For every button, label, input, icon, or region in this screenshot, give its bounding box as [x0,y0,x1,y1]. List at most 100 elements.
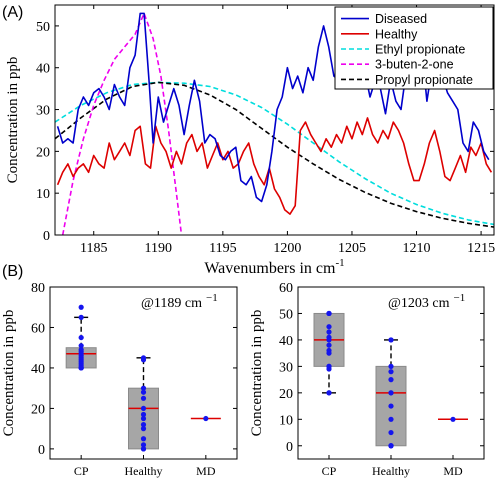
b2-box-md [438,416,468,422]
panel-b1-annotation-exponent: −1 [206,292,218,304]
legend-label-healthy: Healthy [375,27,418,41]
b1-y-tick-label: 20 [31,402,45,417]
b1-y-tick-label: 80 [31,281,45,296]
panel-a-y-tick-label: 20 [36,145,50,160]
b2-box-healthy [375,337,407,449]
panel-a-y-tick-label: 40 [36,62,50,77]
panel-a-x-tick-label: 1215 [467,241,495,256]
legend-label-3-buten-2-one: 3-buten-2-one [375,58,454,72]
panel-b2-annotation: @1203 cm −1 [388,292,465,311]
series-line-propyl-propionate [55,81,494,228]
b2-y-tick-label: 20 [279,387,293,402]
panel-a-legend-box [334,6,494,90]
b2-y-tick-label: 50 [279,307,293,322]
data-point [388,377,394,383]
panel-a-axes-frame [54,4,495,236]
b2-x-tick-label-cp: CP [322,464,337,478]
b1-box-md [190,415,221,422]
b2-y-tick-label: 60 [279,281,293,296]
data-point [78,365,84,371]
data-point [326,390,332,396]
panel-a-x-tick-label: 1205 [338,241,366,256]
data-point [78,314,84,320]
panel-b2-ticks: 0 10 20 30 40 50 60 CP Healthy MD [279,281,484,478]
series-line-healthy [56,117,493,215]
panel-b1-boxes [65,304,221,452]
data-point [78,304,84,310]
data-point [140,436,147,442]
panel-a-line-chart: 1185 1190 1195 1200 1205 1210 121501020304050 … [5,4,495,277]
panel-a-x-tick-label: 1185 [80,241,107,256]
panel-a-y-tick-label: 0 [43,229,50,244]
panel-b1-y-axis-label: Concentration in ppb [1,310,17,437]
data-point [326,310,332,317]
data-point [388,403,394,409]
data-point [140,426,147,432]
data-point [140,415,147,422]
b2-box-cp [313,310,345,396]
data-point [388,443,394,449]
panel-a-y-axis-label: Concentration in ppb [5,57,21,184]
data-point [326,350,332,356]
panel-a-y-tick-label: 10 [36,187,50,202]
b2-y-tick-label: 0 [286,440,293,455]
panel-b1-annotation: @1189 cm −1 [141,292,218,311]
data-point [140,405,147,412]
panel-label-a: (A) [2,4,23,21]
legend-label-propyl-propionate: Propyl propionate [375,73,473,87]
b1-x-tick-label-md: MD [196,464,216,478]
data-point [388,429,394,436]
panel-b1-axes-frame [49,286,238,460]
panel-b-boxplot-1203: 0 10 20 30 40 50 60 CP Healthy MD Concentration i… [249,281,485,478]
panel-a-x-tick-label: 1190 [145,241,172,256]
data-point [450,416,456,422]
panel-a-x-axis-label-text: Wavenumbers in cm [204,260,336,277]
panel-b2-annotation-exponent: −1 [454,292,466,304]
panel-a-ticks: 1185 1190 1195 1200 1205 1210 1215 0 10 20 30 40 50 [36,5,495,256]
panel-a-x-tick-label: 1200 [273,241,301,256]
data-point [140,422,147,428]
data-point [326,337,332,343]
data-point [140,442,147,448]
data-point [140,411,147,418]
data-point [326,342,332,348]
b1-y-tick-label: 60 [31,321,45,336]
panel-b-boxplot-1189: 0 20 40 60 80 CP Healthy MD Concentration in pp… [1,281,238,478]
b1-y-tick-label: 0 [38,443,45,458]
data-point [326,329,332,335]
panel-b1-ticks: 0 20 40 60 80 CP Healthy MD [31,281,237,478]
panel-b2-annotation-text: @1203 cm [388,296,450,311]
panel-a-y-tick-label: 50 [36,20,50,35]
data-point [388,363,394,369]
data-point [140,385,147,391]
legend-label-diseased: Diseased [375,12,427,26]
panel-a-x-axis-label: Wavenumbers in cm-1 [204,257,344,277]
data-point [140,446,147,452]
data-point [326,324,332,330]
b1-box-healthy [128,355,159,452]
data-point [203,415,209,422]
panel-b1-annotation-text: @1189 cm [141,296,202,311]
panel-a-x-tick-label: 1195 [209,241,236,256]
b1-x-tick-label-healthy: Healthy [125,464,163,478]
b1-x-tick-label-cp: CP [74,464,89,478]
panel-b2-boxes [313,310,468,449]
legend-label-ethyl-propionate: Ethyl propionate [375,43,465,57]
panel-a-x-axis-label-exponent: -1 [335,257,344,269]
panel-a-y-tick-label: 30 [36,104,50,119]
b2-y-tick-label: 10 [279,413,293,428]
b2-y-tick-label: 40 [279,334,293,349]
panel-b2-axes-frame [297,286,485,460]
b2-y-tick-label: 30 [279,360,293,375]
b1-y-tick-label: 40 [31,362,45,377]
data-point [78,343,84,349]
panel-label-b: (B) [2,263,23,280]
data-point [388,390,394,396]
data-point [140,357,147,363]
data-point [140,389,147,395]
data-point [388,369,394,375]
b2-x-tick-label-healthy: Healthy [372,464,410,478]
panel-b2-y-axis-label: Concentration in ppb [249,310,265,437]
